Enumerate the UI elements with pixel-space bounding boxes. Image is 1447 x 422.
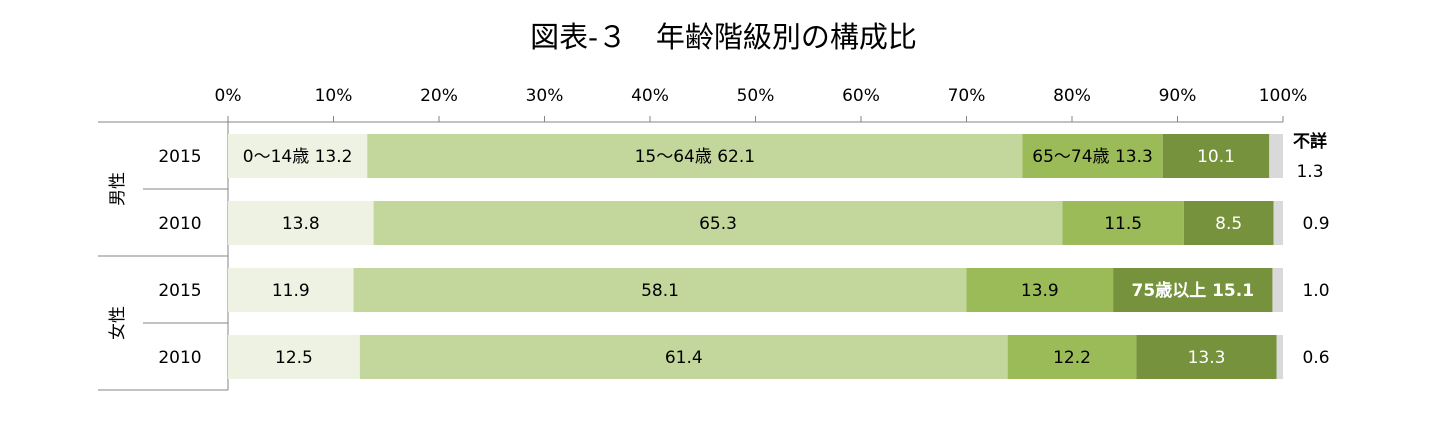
data-label: 8.5	[1215, 214, 1242, 234]
data-label: 12.2	[1053, 348, 1091, 368]
data-label: 13.8	[282, 214, 320, 234]
bar-segment	[359, 335, 1008, 379]
bar-segment	[353, 268, 967, 312]
data-label: 11.9	[272, 281, 310, 301]
bar-segment	[966, 268, 1114, 312]
data-label: 15～64歳 62.1	[635, 147, 756, 167]
data-label: 65.3	[699, 214, 737, 234]
bar-segment	[228, 134, 368, 178]
data-label: 12.5	[275, 348, 313, 368]
x-tick-label: 60%	[842, 86, 880, 106]
category-label: 2015	[158, 147, 201, 167]
x-tick-label: 20%	[420, 86, 458, 106]
data-label: 13.9	[1021, 281, 1059, 301]
bar-segment	[1007, 335, 1137, 379]
group-label: 男性	[108, 172, 128, 206]
data-label: 11.5	[1104, 214, 1142, 234]
data-label: 65～74歳 13.3	[1032, 147, 1153, 167]
x-tick-label: 90%	[1159, 86, 1197, 106]
category-label: 2015	[158, 281, 201, 301]
data-label: 10.1	[1197, 147, 1235, 167]
group-label: 女性	[108, 306, 128, 340]
bars-layer	[228, 134, 1283, 379]
data-label: 1.3	[1296, 162, 1323, 182]
bar-segment	[367, 134, 1023, 178]
chart-title: 図表-３ 年齢階級別の構成比	[530, 20, 917, 54]
data-label: 75歳以上 15.1	[1132, 280, 1255, 301]
x-tick-label: 30%	[526, 86, 564, 106]
x-tick-label: 70%	[948, 86, 986, 106]
bar-segment	[228, 335, 360, 379]
unknown-category-label: 不詳	[1293, 131, 1327, 152]
bar-segment	[1273, 201, 1283, 245]
bar-segment	[1183, 201, 1274, 245]
data-label: 0～14歳 13.2	[243, 147, 353, 167]
x-tick-label: 80%	[1053, 86, 1091, 106]
bar-segment	[1136, 335, 1277, 379]
bar-segment	[1276, 335, 1283, 379]
x-tick-label: 100%	[1259, 86, 1308, 106]
category-label: 2010	[158, 348, 201, 368]
data-label: 1.0	[1302, 281, 1329, 301]
bar-segment	[1272, 268, 1283, 312]
bar-segment	[228, 268, 354, 312]
data-label: 0.6	[1302, 348, 1329, 368]
bar-segment	[228, 201, 374, 245]
labels-layer: 0～14歳 13.2 15～64歳 62.1 65～74歳 13.3 10.1 不詳 1.…	[243, 131, 1330, 368]
bar-segment	[1113, 268, 1273, 312]
bar-segment	[1269, 134, 1283, 178]
data-label: 13.3	[1188, 348, 1226, 368]
bar-segment	[1162, 134, 1270, 178]
category-label: 2010	[158, 214, 201, 234]
x-tick-label: 50%	[737, 86, 775, 106]
x-tick-label: 40%	[631, 86, 669, 106]
data-label: 58.1	[641, 281, 679, 301]
x-tick-label: 10%	[315, 86, 353, 106]
bar-segment	[1062, 201, 1184, 245]
bar-segment	[1022, 134, 1163, 178]
data-label: 61.4	[665, 348, 703, 368]
data-label: 0.9	[1302, 214, 1329, 234]
bar-segment	[373, 201, 1063, 245]
x-tick-label: 0%	[215, 86, 242, 106]
